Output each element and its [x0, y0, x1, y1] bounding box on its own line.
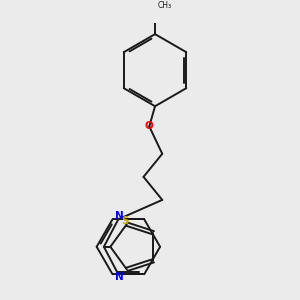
Text: CH₃: CH₃: [158, 1, 172, 10]
Text: O: O: [145, 122, 154, 131]
Text: N: N: [115, 212, 123, 221]
Text: S: S: [122, 216, 129, 226]
Text: N: N: [115, 272, 123, 282]
